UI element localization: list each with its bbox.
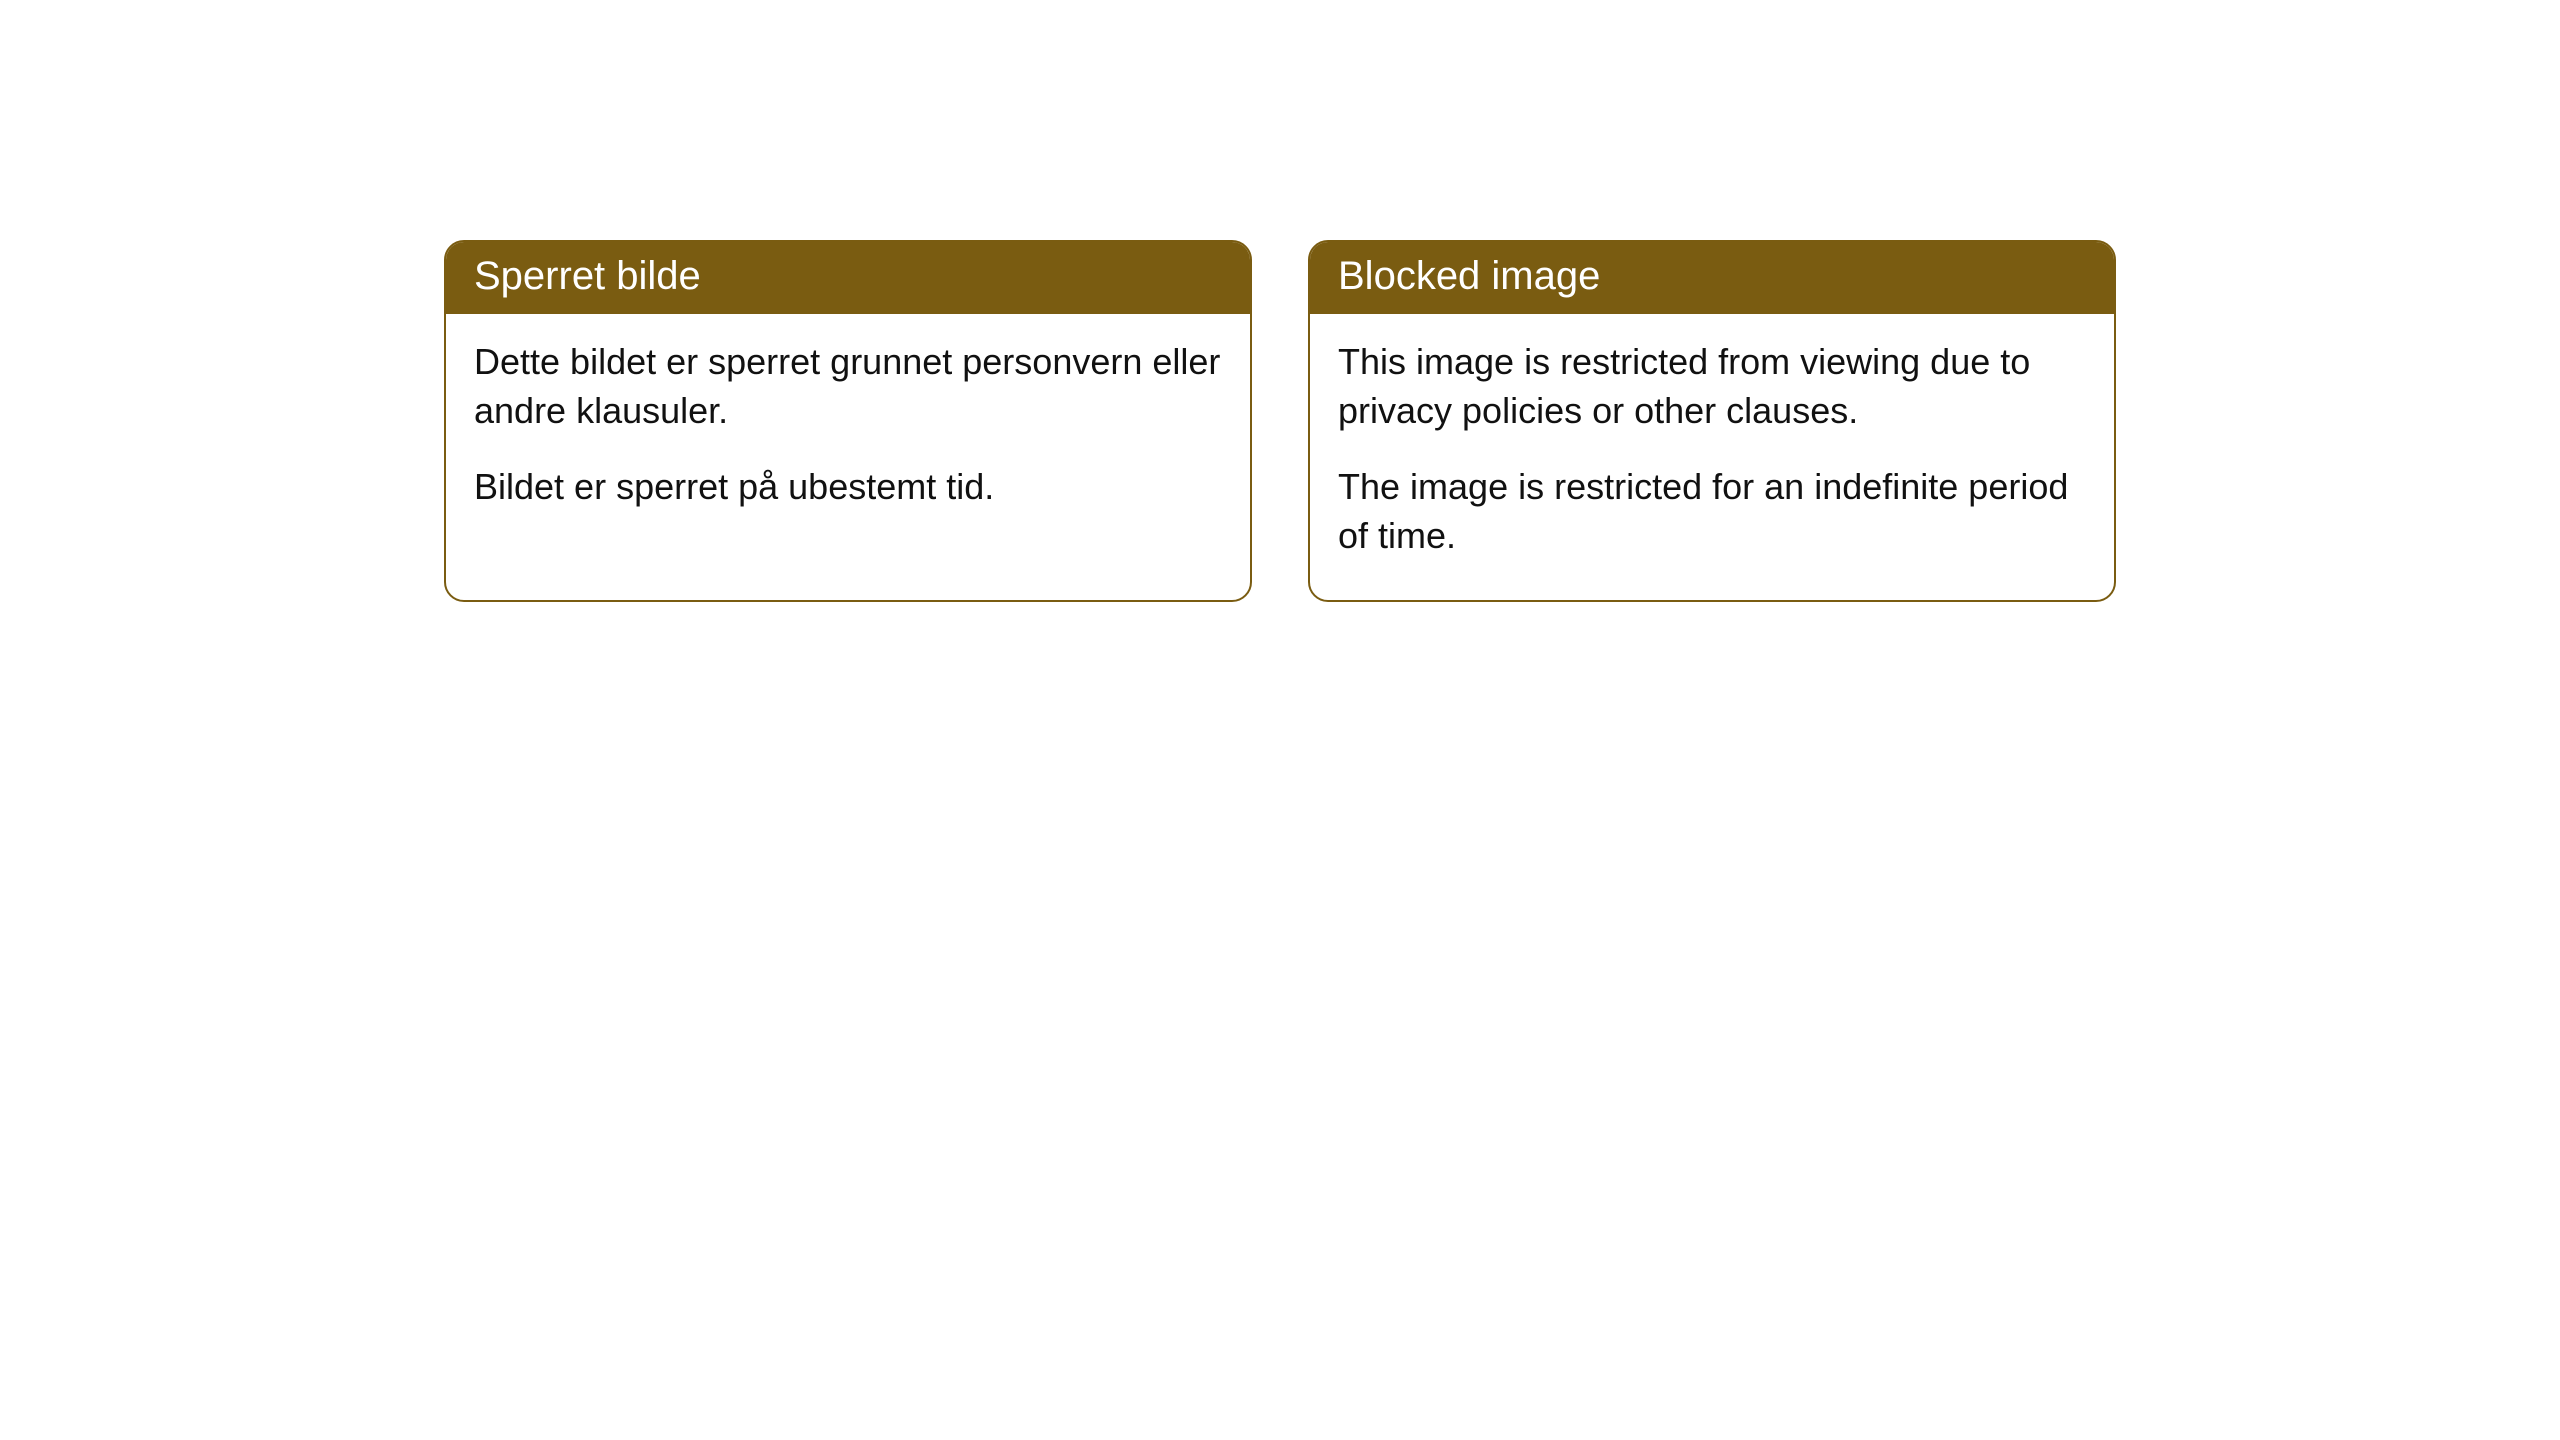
notice-text-2: Bildet er sperret på ubestemt tid. [474, 463, 1222, 512]
notice-text-1: Dette bildet er sperret grunnet personve… [474, 338, 1222, 435]
notice-card-body: Dette bildet er sperret grunnet personve… [446, 314, 1250, 552]
notice-text-2: The image is restricted for an indefinit… [1338, 463, 2086, 560]
notice-text-1: This image is restricted from viewing du… [1338, 338, 2086, 435]
notice-container: Sperret bilde Dette bildet er sperret gr… [444, 240, 2116, 602]
notice-card-title: Blocked image [1310, 242, 2114, 314]
notice-card-body: This image is restricted from viewing du… [1310, 314, 2114, 600]
notice-card-title: Sperret bilde [446, 242, 1250, 314]
notice-card-norwegian: Sperret bilde Dette bildet er sperret gr… [444, 240, 1252, 602]
notice-card-english: Blocked image This image is restricted f… [1308, 240, 2116, 602]
